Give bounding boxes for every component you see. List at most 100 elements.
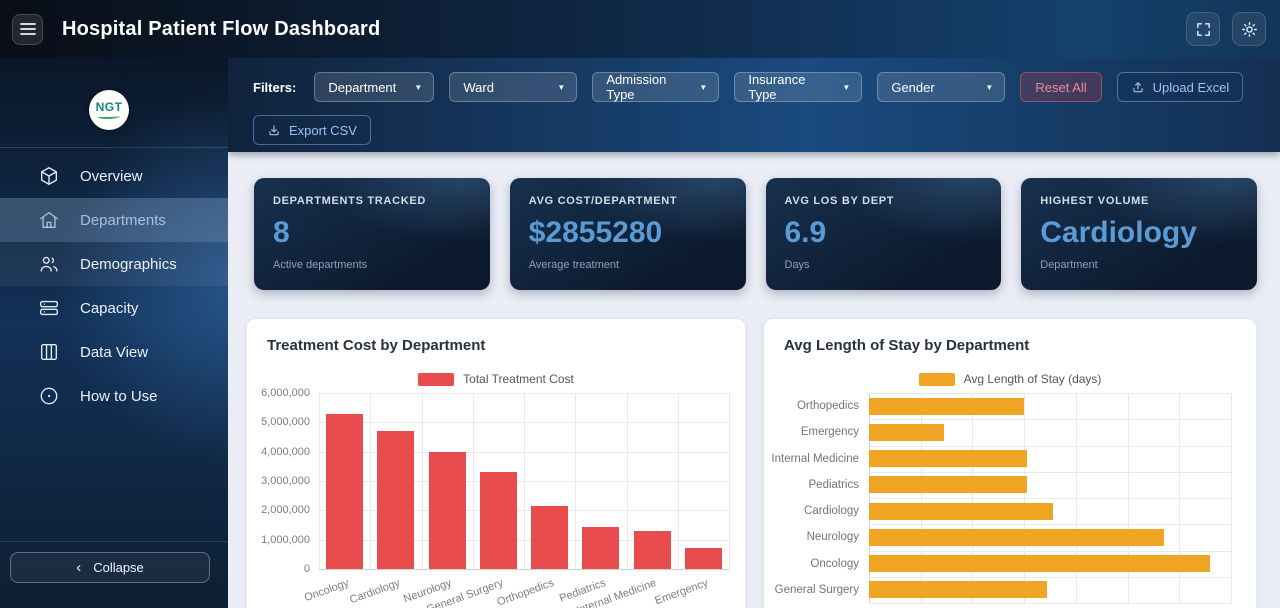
y-category-label: General Surgery: [774, 583, 859, 596]
reset-all-button[interactable]: Reset All: [1020, 72, 1102, 102]
stat-label: HIGHEST VOLUME: [1040, 195, 1150, 207]
treatment-cost-bar[interactable]: [531, 505, 569, 569]
los-bar[interactable]: [869, 423, 944, 441]
chevron-down-icon: ▼: [414, 82, 423, 92]
x-category-label: Oncology: [302, 577, 351, 605]
stat-card-avg-los: AVG LOS BY DEPT 6.9 Days: [766, 178, 1002, 290]
treatment-cost-chart-card: Treatment Cost by Department Total Treat…: [246, 318, 746, 608]
chevron-left-icon: ‹: [76, 559, 82, 576]
y-category-label: Orthopedics: [796, 400, 859, 413]
gridline: [869, 498, 1231, 499]
y-axis-tick-label: 5,000,000: [261, 416, 310, 429]
sun-icon: [1241, 21, 1258, 38]
sidebar-item-label: Overview: [80, 167, 143, 185]
los-bar[interactable]: [869, 397, 1025, 415]
collapse-sidebar-button[interactable]: ‹ Collapse: [10, 552, 210, 583]
chevron-down-icon: ▼: [699, 82, 708, 92]
sidebar-item-overview[interactable]: Overview: [0, 154, 228, 198]
main-content: DEPARTMENTS TRACKED 8 Active departments…: [228, 152, 1280, 608]
stat-label: AVG LOS BY DEPT: [784, 195, 895, 207]
stat-card-departments-tracked: DEPARTMENTS TRACKED 8 Active departments: [254, 178, 490, 290]
stat-value: 8: [273, 216, 290, 249]
gridline: [869, 576, 1231, 578]
treatment-cost-bar[interactable]: [479, 472, 517, 569]
gridline: [869, 471, 1231, 473]
gridline: [472, 393, 474, 569]
gridline: [370, 393, 372, 569]
treatment-cost-bar[interactable]: [684, 547, 722, 569]
stat-value: 6.9: [784, 216, 827, 249]
app-header: Hospital Patient Flow Dashboard: [0, 0, 1280, 58]
gridline: [524, 393, 525, 569]
menu-button[interactable]: [12, 13, 43, 45]
gridline: [869, 445, 1231, 447]
gridline: [869, 419, 1231, 421]
app-logo: NGT: [89, 90, 129, 130]
filter-dropdown-department[interactable]: Department ▼: [314, 72, 435, 102]
filter-dropdown-admission-type[interactable]: Admission Type ▼: [592, 72, 720, 102]
x-category-label: Cardiology: [348, 577, 402, 607]
chevron-down-icon: ▼: [557, 82, 566, 92]
export-icon: [267, 123, 281, 137]
treatment-cost-bar[interactable]: [633, 531, 671, 569]
los-bar[interactable]: [869, 528, 1164, 546]
stat-subtitle: Average treatment: [528, 259, 620, 271]
stat-value: Cardiology: [1040, 216, 1197, 249]
legend-item[interactable]: Avg Length of Stay (days): [764, 372, 1256, 386]
filter-dropdown-gender[interactable]: Gender ▼: [877, 72, 1006, 102]
sidebar-divider: [0, 147, 228, 148]
sidebar-footer-divider: [0, 541, 228, 542]
filter-dropdown-ward[interactable]: Ward ▼: [449, 72, 578, 102]
upload-label: Upload Excel: [1152, 79, 1230, 95]
export-csv-button[interactable]: Export CSV: [253, 115, 371, 145]
x-category-label: Orthopedics: [495, 577, 556, 608]
gridline: [869, 603, 1231, 604]
los-bar[interactable]: [869, 555, 1211, 573]
page-title: Hospital Patient Flow Dashboard: [62, 17, 381, 40]
stat-subtitle: Days: [784, 259, 810, 271]
house-icon: [38, 209, 60, 231]
los-bar[interactable]: [869, 502, 1053, 520]
stat-label: AVG COST/DEPARTMENT: [528, 195, 678, 207]
los-bar[interactable]: [869, 476, 1027, 494]
stat-value: $2855280: [528, 216, 663, 249]
capacity-icon: [38, 297, 60, 319]
los-bar[interactable]: [869, 450, 1027, 468]
stat-cards-row: DEPARTMENTS TRACKED 8 Active departments…: [254, 178, 1257, 290]
columns-icon: [38, 341, 60, 363]
fullscreen-icon: [1195, 21, 1212, 38]
gridline: [421, 393, 423, 569]
sidebar-item-how-to-use[interactable]: How to Use: [0, 374, 228, 418]
logo-text: NGT: [95, 100, 123, 114]
info-icon: [38, 385, 60, 407]
filter-dropdown-insurance-type[interactable]: Insurance Type ▼: [734, 72, 863, 102]
treatment-cost-bar[interactable]: [377, 431, 415, 569]
avg-los-plot-area: 02468101214OrthopedicsEmergencyInternal …: [771, 393, 1237, 608]
legend-item[interactable]: Total Treatment Cost: [247, 372, 745, 386]
sidebar-item-demographics[interactable]: Demographics: [0, 242, 228, 286]
charts-row: Treatment Cost by Department Total Treat…: [246, 318, 1257, 608]
stat-card-avg-cost: AVG COST/DEPARTMENT $2855280 Average tre…: [510, 178, 746, 290]
fullscreen-button[interactable]: [1186, 12, 1220, 46]
treatment-cost-bar[interactable]: [428, 452, 466, 569]
gridline: [575, 393, 577, 569]
chart-title: Treatment Cost by Department: [267, 337, 486, 354]
cube-icon: [38, 165, 60, 187]
treatment-cost-bar[interactable]: [326, 413, 364, 569]
los-bar[interactable]: [869, 581, 1048, 599]
theme-toggle-button[interactable]: [1232, 12, 1266, 46]
upload-excel-button[interactable]: Upload Excel: [1116, 72, 1244, 102]
collapse-label: Collapse: [93, 560, 144, 575]
sidebar-item-capacity[interactable]: Capacity: [0, 286, 228, 330]
sidebar-item-departments[interactable]: Departments: [0, 198, 228, 242]
dropdown-value: Insurance Type: [748, 72, 806, 102]
y-axis-tick-label: 1,000,000: [261, 533, 310, 546]
filters-label: Filters:: [253, 79, 297, 95]
sidebar-item-data-view[interactable]: Data View: [0, 330, 228, 374]
treatment-cost-bar[interactable]: [582, 527, 620, 569]
dropdown-value: Admission Type: [606, 72, 667, 102]
sidebar: NGT Overview Departments Demographics: [0, 58, 228, 608]
y-category-label: Pediatrics: [808, 478, 860, 491]
stat-label: DEPARTMENTS TRACKED: [273, 195, 427, 207]
dropdown-value: Department: [328, 79, 397, 95]
